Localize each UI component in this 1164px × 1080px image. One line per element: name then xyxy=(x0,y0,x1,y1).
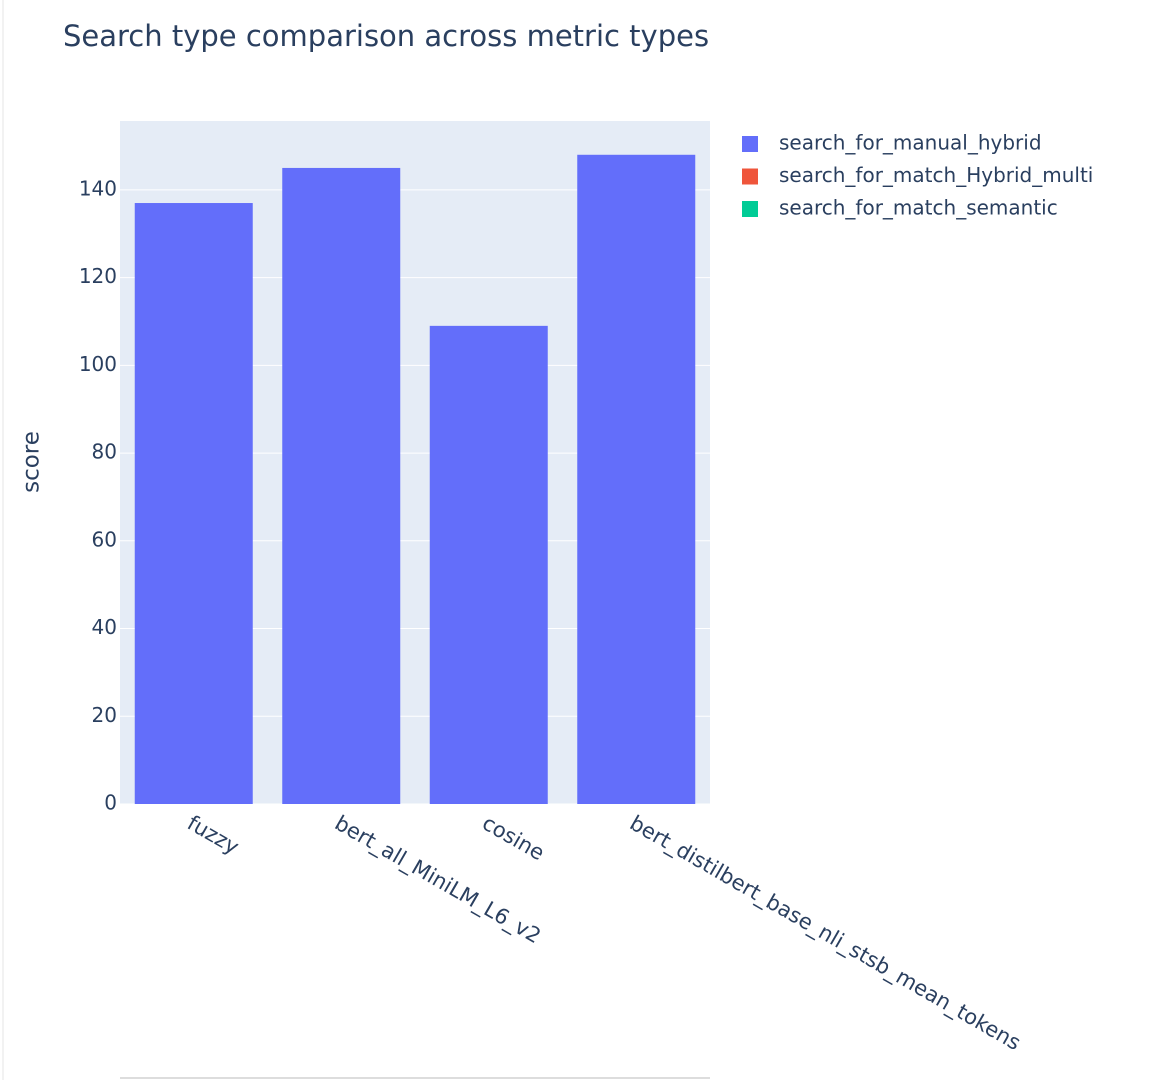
y-tick-label: 60 xyxy=(92,527,117,551)
y-tick-label: 20 xyxy=(92,703,117,727)
chart-title: Search type comparison across metric typ… xyxy=(63,19,709,53)
y-tick-label: 80 xyxy=(92,440,117,464)
y-tick-label: 0 xyxy=(104,791,117,815)
y-axis-label: score xyxy=(19,431,45,493)
legend-label: search_for_manual_hybrid xyxy=(779,131,1042,155)
legend-swatch xyxy=(742,136,758,152)
bar xyxy=(134,203,253,805)
y-tick-label: 120 xyxy=(79,264,117,288)
y-tick-label: 40 xyxy=(92,615,117,639)
legend-label: search_for_match_Hybrid_multi xyxy=(779,163,1093,187)
bar xyxy=(282,167,401,804)
bar xyxy=(577,154,696,805)
legend-label: search_for_match_semantic xyxy=(779,196,1058,220)
y-tick-label: 100 xyxy=(79,352,117,376)
y-tick-label: 140 xyxy=(79,176,117,200)
legend-swatch xyxy=(742,201,758,217)
legend-swatch xyxy=(742,168,758,185)
bar xyxy=(429,325,548,804)
